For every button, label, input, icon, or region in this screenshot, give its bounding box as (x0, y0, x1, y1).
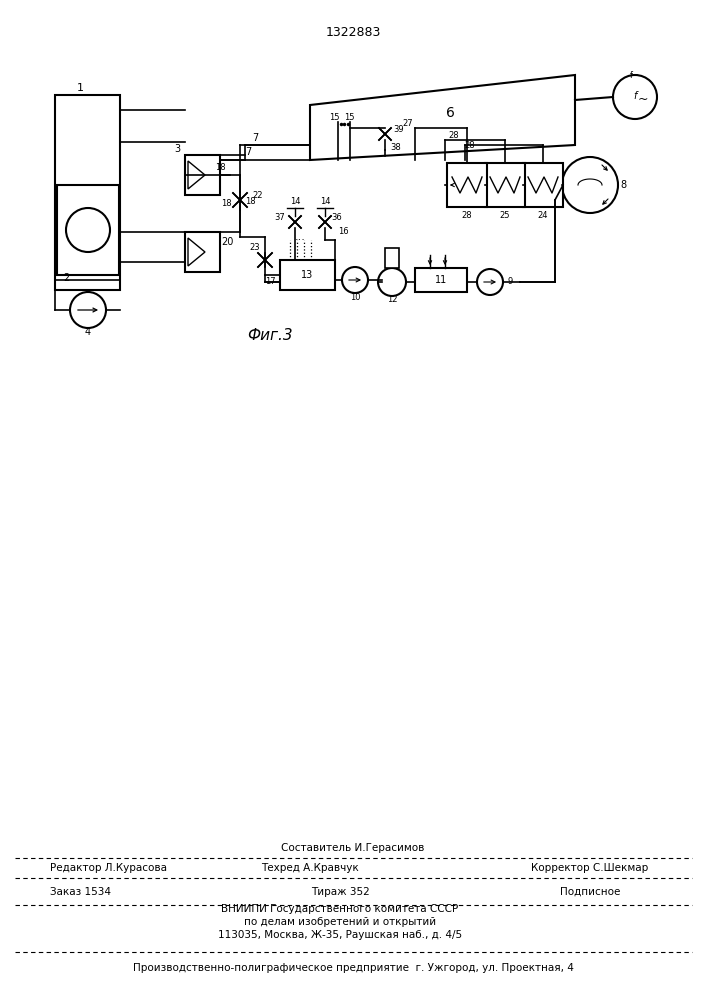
Text: Составитель И.Герасимов: Составитель И.Герасимов (281, 843, 425, 853)
Circle shape (66, 208, 110, 252)
Text: 7: 7 (252, 133, 258, 143)
Text: 38: 38 (390, 142, 401, 151)
Text: 11: 11 (435, 275, 447, 285)
Text: 28: 28 (462, 211, 472, 220)
Text: ~: ~ (638, 93, 648, 105)
Text: Редактор Л.Курасова: Редактор Л.Курасова (50, 863, 167, 873)
Text: 37: 37 (274, 214, 285, 223)
Polygon shape (188, 161, 205, 189)
Text: 23: 23 (250, 243, 260, 252)
Circle shape (477, 269, 503, 295)
Bar (57, 185, 119, 275)
Bar (185, 232, 220, 272)
Bar (185, 155, 220, 195)
Text: 10: 10 (350, 292, 361, 302)
Text: Корректор С.Шекмар: Корректор С.Шекмар (532, 863, 648, 873)
Text: 18: 18 (221, 200, 231, 209)
Text: 39: 39 (393, 124, 404, 133)
Circle shape (562, 157, 618, 213)
Text: 1322883: 1322883 (325, 25, 380, 38)
Text: Фиг.3: Фиг.3 (247, 328, 293, 342)
Text: Подписное: Подписное (560, 887, 620, 897)
Text: 22: 22 (252, 190, 262, 200)
Circle shape (378, 268, 406, 296)
Circle shape (613, 75, 657, 119)
Bar (415, 268, 467, 292)
Text: 27: 27 (402, 119, 413, 128)
Text: f~: f~ (630, 70, 640, 80)
Text: 18: 18 (215, 163, 226, 172)
Bar (485, 163, 525, 207)
Circle shape (70, 292, 106, 328)
Circle shape (342, 267, 368, 293)
Text: 9: 9 (508, 277, 513, 286)
Text: Техред А.Кравчук: Техред А.Кравчук (261, 863, 359, 873)
Text: 12: 12 (387, 296, 397, 304)
Bar (385, 248, 399, 268)
Text: Тираж 352: Тираж 352 (310, 887, 369, 897)
Text: Производственно-полиграфическое предприятие  г. Ужгород, ул. Проектная, 4: Производственно-полиграфическое предприя… (133, 963, 573, 973)
Bar (523, 163, 563, 207)
Text: 14: 14 (320, 198, 330, 207)
Text: f: f (633, 91, 637, 101)
Text: ВНИИПИ Государственного комитета СССР: ВНИИПИ Государственного комитета СССР (221, 904, 459, 914)
Text: 36: 36 (332, 214, 342, 223)
Text: 1: 1 (76, 83, 83, 93)
Bar (55, 95, 120, 290)
Text: 113035, Москва, Ж-35, Раушская наб., д. 4/5: 113035, Москва, Ж-35, Раушская наб., д. … (218, 930, 462, 940)
Text: 2: 2 (63, 273, 69, 283)
Text: 8: 8 (620, 180, 626, 190)
Text: по делам изобретений и открытий: по делам изобретений и открытий (244, 917, 436, 927)
Text: 24: 24 (538, 211, 548, 220)
Text: 15: 15 (344, 113, 354, 122)
Bar (280, 260, 335, 290)
Text: 28: 28 (448, 131, 459, 140)
Text: 4: 4 (85, 327, 91, 337)
Text: 6: 6 (445, 106, 455, 120)
Text: 13: 13 (301, 270, 313, 280)
Polygon shape (310, 75, 575, 160)
Text: 16: 16 (338, 228, 349, 236)
Text: 20: 20 (221, 237, 233, 247)
Text: 14: 14 (290, 198, 300, 207)
Text: 28: 28 (464, 140, 475, 149)
Text: Заказ 1534: Заказ 1534 (50, 887, 111, 897)
Text: 7: 7 (245, 147, 251, 157)
Text: 25: 25 (500, 211, 510, 220)
Text: ...: ... (295, 232, 305, 242)
Polygon shape (188, 238, 205, 266)
Bar (447, 163, 487, 207)
Text: 17: 17 (264, 277, 275, 286)
Text: 18: 18 (245, 198, 256, 207)
Text: 15: 15 (329, 113, 339, 122)
Text: 3: 3 (174, 144, 180, 154)
